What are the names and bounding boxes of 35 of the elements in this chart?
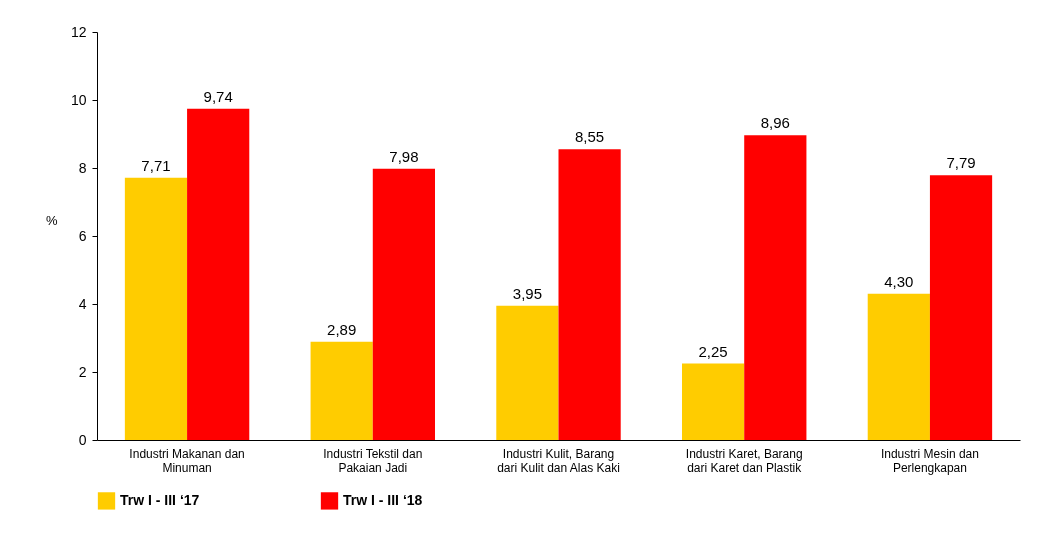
y-tick-label: 6 [78, 227, 87, 244]
data-label: 8,55 [575, 128, 605, 146]
y-tick-label: 4 [78, 295, 87, 312]
bar [187, 108, 250, 440]
bar [867, 293, 930, 440]
bar [558, 149, 621, 440]
y-tick-label: 0 [78, 431, 87, 448]
y-axis-title: % [45, 212, 58, 228]
bar [124, 177, 188, 440]
y-tick-label: 12 [70, 23, 87, 40]
x-tick-label: Industri Karet, Barang dari Karet dan Plastik [685, 446, 803, 475]
x-tick-label: Industri Kulit, Barang dari Kulit dan Alas Kaki [497, 446, 620, 475]
y-tick-label: 8 [78, 159, 87, 176]
data-label: 7,98 [389, 147, 419, 165]
x-tick-label: Industri Mesin dan Perlengkapan [880, 446, 979, 475]
data-label: 8,96 [760, 114, 790, 132]
data-label: 2,25 [698, 342, 728, 360]
data-label: 7,71 [141, 156, 171, 174]
bar [682, 363, 745, 440]
bar [372, 168, 435, 440]
x-tick-label: Industri Makanan dan Minuman [129, 446, 245, 475]
bar [929, 175, 993, 440]
data-label: 2,89 [327, 320, 357, 338]
legend-label: Trw I - III ‘17 [120, 491, 200, 508]
y-tick-label: 2 [78, 363, 87, 380]
y-tick-label: 10 [70, 91, 87, 108]
data-label: 4,30 [884, 272, 914, 290]
bar [744, 135, 807, 440]
data-label: 7,79 [946, 154, 976, 172]
x-tick-label: Industri Tekstil dan Pakaian Jadi [323, 446, 423, 475]
legend-label: Trw I - III ‘18 [343, 491, 423, 508]
bar [310, 341, 373, 440]
data-label: 9,74 [203, 87, 233, 105]
data-label: 3,95 [512, 284, 542, 302]
bar [496, 305, 559, 440]
